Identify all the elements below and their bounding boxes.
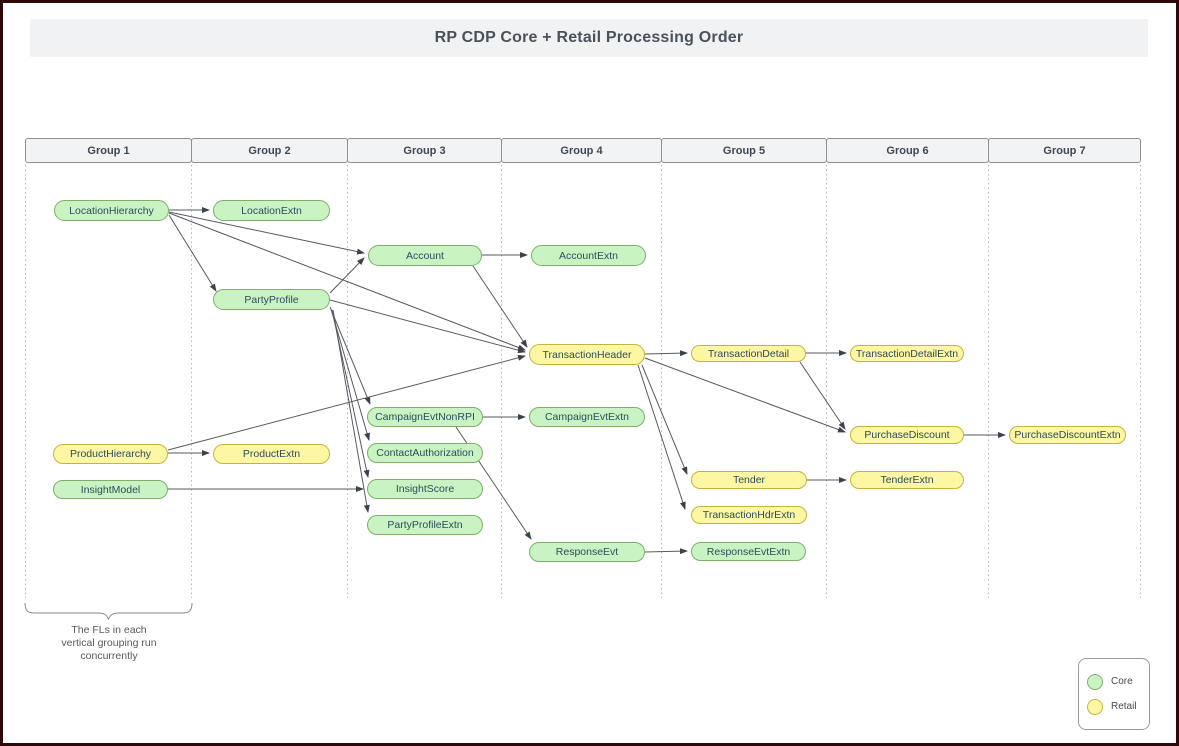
edge-TransactionDetail-to-PurchaseDiscount xyxy=(799,361,846,430)
edge-Account-to-TransactionHeader xyxy=(472,265,528,348)
group-header-7: Group 7 xyxy=(988,138,1141,163)
edge-TransactionHeader-to-TransactionDetail xyxy=(644,350,688,357)
node-Tender[interactable]: Tender xyxy=(691,471,807,489)
edge-TransactionHeader-to-PurchaseDiscount xyxy=(644,357,846,433)
group-header-4: Group 4 xyxy=(501,138,662,163)
edge-TransactionHeader-to-TransactionHdrExtn xyxy=(637,364,686,510)
edge-LocationHierarchy-to-TransactionHeader xyxy=(168,212,526,351)
group1-brace xyxy=(24,602,193,621)
page-title: RP CDP Core + Retail Processing Order xyxy=(30,19,1148,57)
node-TenderExtn[interactable]: TenderExtn xyxy=(850,471,964,489)
edge-PartyProfile-to-TransactionHeader xyxy=(329,299,526,354)
node-LocationHierarchy[interactable]: LocationHierarchy xyxy=(54,200,169,221)
node-InsightScore[interactable]: InsightScore xyxy=(367,479,483,499)
node-ResponseEvt[interactable]: ResponseEvt xyxy=(529,542,645,562)
legend-item-core: Core xyxy=(1087,673,1149,690)
edge-PartyProfile-to-CampaignEvtNonRPI xyxy=(329,306,371,405)
legend: Core Retail xyxy=(1078,658,1150,730)
group-header-5: Group 5 xyxy=(661,138,827,163)
group-header-1: Group 1 xyxy=(25,138,192,163)
legend-label-core: Core xyxy=(1111,676,1133,687)
edge-PartyProfile-to-PartyProfileExtn xyxy=(332,309,370,513)
node-TransactionHdrExtn[interactable]: TransactionHdrExtn xyxy=(691,506,807,524)
edge-ProductHierarchy-to-TransactionHeader xyxy=(167,354,526,451)
node-ContactAuthorization[interactable]: ContactAuthorization xyxy=(367,443,483,463)
edge-PartyProfile-to-ContactAuthorization xyxy=(330,308,370,441)
legend-swatch-core xyxy=(1087,673,1103,690)
node-ProductHierarchy[interactable]: ProductHierarchy xyxy=(53,444,168,464)
node-Account[interactable]: Account xyxy=(368,245,482,266)
node-TransactionDetailExtn[interactable]: TransactionDetailExtn xyxy=(850,345,964,362)
node-ResponseEvtExtn[interactable]: ResponseEvtExtn xyxy=(691,542,806,561)
node-InsightModel[interactable]: InsightModel xyxy=(53,480,168,499)
node-PartyProfile[interactable]: PartyProfile xyxy=(213,289,330,310)
edge-TransactionHeader-to-Tender xyxy=(641,364,688,475)
group-header-3: Group 3 xyxy=(347,138,502,163)
node-CampaignEvtNonRPI[interactable]: CampaignEvtNonRPI xyxy=(367,407,483,427)
node-LocationExtn[interactable]: LocationExtn xyxy=(213,200,330,221)
legend-swatch-retail xyxy=(1087,698,1103,715)
node-PurchaseDiscountExtn[interactable]: PurchaseDiscountExtn xyxy=(1009,426,1126,444)
legend-label-retail: Retail xyxy=(1111,701,1137,712)
node-ProductExtn[interactable]: ProductExtn xyxy=(213,444,330,464)
node-TransactionDetail[interactable]: TransactionDetail xyxy=(691,345,806,362)
node-PurchaseDiscount[interactable]: PurchaseDiscount xyxy=(850,426,964,444)
concurrency-note: The FLs in each vertical grouping run co… xyxy=(61,624,157,662)
edge-ResponseEvt-to-ResponseEvtExtn xyxy=(644,548,688,555)
edge-PartyProfile-to-InsightScore xyxy=(331,309,370,478)
node-PartyProfileExtn[interactable]: PartyProfileExtn xyxy=(367,515,483,535)
edge-LocationHierarchy-to-PartyProfile xyxy=(168,214,217,292)
group-header-2: Group 2 xyxy=(191,138,348,163)
edge-PartyProfile-to-Account xyxy=(329,257,365,294)
node-TransactionHeader[interactable]: TransactionHeader xyxy=(529,344,645,365)
group-header-6: Group 6 xyxy=(826,138,989,163)
legend-item-retail: Retail xyxy=(1087,698,1149,715)
node-CampaignEvtExtn[interactable]: CampaignEvtExtn xyxy=(529,407,645,427)
node-AccountExtn[interactable]: AccountExtn xyxy=(531,245,646,266)
